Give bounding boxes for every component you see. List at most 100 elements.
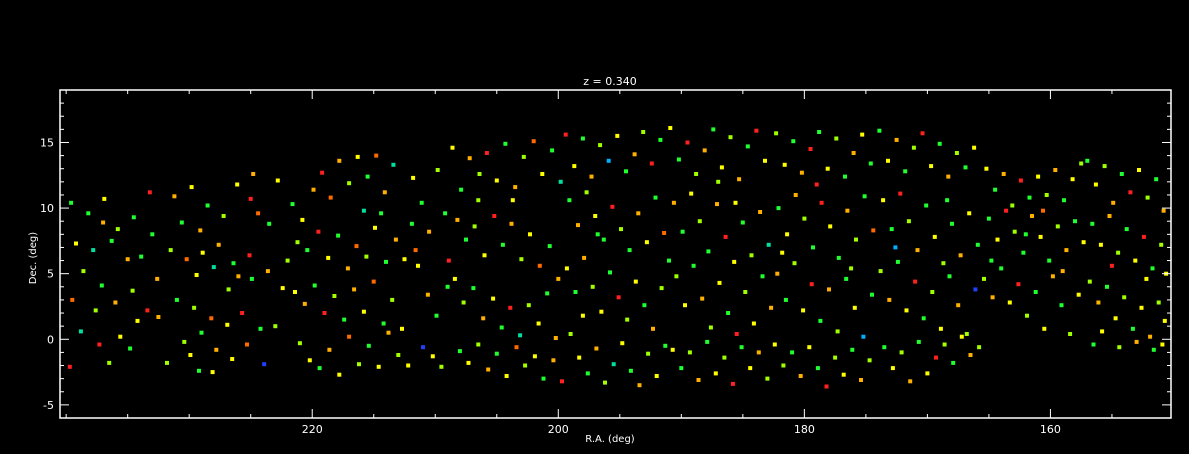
data-point bbox=[852, 305, 857, 310]
data-point bbox=[1021, 250, 1026, 255]
data-point bbox=[868, 161, 873, 166]
data-point bbox=[300, 217, 305, 222]
data-point bbox=[1151, 347, 1156, 352]
data-point bbox=[293, 290, 297, 294]
data-point bbox=[514, 345, 519, 350]
data-point bbox=[156, 315, 161, 319]
data-point bbox=[798, 374, 803, 378]
data-point bbox=[882, 345, 887, 350]
data-point bbox=[1004, 208, 1009, 213]
data-point bbox=[109, 238, 114, 243]
plot-frame bbox=[59, 89, 1172, 419]
data-point bbox=[601, 237, 606, 242]
data-point bbox=[464, 237, 468, 242]
data-point bbox=[763, 158, 767, 163]
data-point bbox=[932, 234, 937, 239]
data-point bbox=[799, 170, 804, 175]
data-point bbox=[1124, 227, 1129, 232]
data-point bbox=[197, 368, 201, 373]
data-point bbox=[716, 179, 721, 184]
data-point bbox=[198, 228, 203, 233]
data-point bbox=[828, 224, 833, 229]
data-point bbox=[107, 360, 112, 365]
data-point bbox=[908, 379, 913, 384]
data-point bbox=[280, 286, 285, 291]
data-point bbox=[275, 178, 280, 183]
data-point bbox=[174, 297, 179, 302]
data-point bbox=[245, 342, 249, 347]
data-point bbox=[723, 234, 728, 239]
data-point bbox=[898, 191, 903, 196]
data-point bbox=[636, 211, 641, 216]
data-point bbox=[93, 308, 98, 313]
data-point bbox=[769, 305, 774, 310]
data-point bbox=[1133, 258, 1138, 263]
data-point bbox=[1016, 282, 1021, 287]
data-point bbox=[594, 346, 599, 351]
data-point bbox=[758, 210, 763, 214]
data-point bbox=[384, 259, 388, 264]
data-point bbox=[1068, 332, 1073, 336]
data-point bbox=[425, 292, 430, 297]
data-point bbox=[258, 326, 263, 331]
data-point bbox=[381, 321, 386, 326]
data-point bbox=[694, 172, 699, 176]
data-point bbox=[984, 166, 989, 171]
y-tick-label: 5 bbox=[47, 268, 54, 281]
data-point bbox=[748, 366, 753, 371]
data-point bbox=[450, 145, 455, 150]
data-point bbox=[182, 339, 187, 344]
data-point bbox=[1139, 305, 1144, 310]
data-point bbox=[728, 135, 733, 140]
data-point bbox=[1107, 214, 1112, 218]
data-point bbox=[585, 371, 590, 376]
data-point bbox=[312, 283, 317, 288]
data-point bbox=[471, 286, 476, 291]
x-tick-label: 180 bbox=[794, 423, 815, 436]
data-point bbox=[654, 374, 659, 378]
data-point bbox=[644, 240, 649, 245]
data-point bbox=[305, 248, 310, 253]
data-point bbox=[674, 274, 679, 279]
data-point bbox=[345, 266, 350, 271]
data-point bbox=[580, 136, 585, 141]
data-point bbox=[427, 229, 432, 234]
data-point bbox=[702, 148, 707, 153]
data-point bbox=[625, 317, 630, 322]
data-point bbox=[1023, 232, 1028, 237]
data-point bbox=[396, 353, 401, 357]
data-point bbox=[1042, 326, 1047, 331]
data-point bbox=[1093, 182, 1098, 187]
data-point bbox=[536, 321, 541, 326]
data-point bbox=[567, 198, 572, 203]
data-point bbox=[990, 295, 995, 300]
data-point bbox=[147, 190, 152, 195]
data-point bbox=[1010, 203, 1015, 208]
data-point bbox=[563, 132, 568, 137]
data-point bbox=[844, 276, 849, 281]
data-point bbox=[999, 266, 1004, 271]
data-point bbox=[1109, 263, 1114, 268]
data-point bbox=[81, 269, 86, 274]
data-point bbox=[642, 303, 647, 308]
data-point bbox=[924, 203, 929, 208]
data-point bbox=[1059, 303, 1064, 308]
data-point bbox=[214, 347, 219, 352]
data-point bbox=[67, 364, 72, 369]
data-point bbox=[347, 334, 352, 339]
data-point bbox=[717, 280, 722, 285]
data-point bbox=[954, 151, 959, 155]
data-point bbox=[760, 274, 765, 279]
data-point bbox=[115, 227, 120, 232]
data-point bbox=[861, 334, 866, 339]
y-tick-label: -5 bbox=[43, 399, 54, 412]
data-point bbox=[1001, 172, 1006, 176]
data-point bbox=[1141, 234, 1146, 239]
data-point bbox=[659, 286, 664, 291]
data-point bbox=[393, 237, 398, 242]
data-point bbox=[1091, 342, 1096, 347]
chart-title: z = 0.340 bbox=[583, 75, 636, 88]
data-point bbox=[834, 136, 839, 141]
data-point bbox=[731, 381, 735, 386]
data-point bbox=[851, 151, 856, 155]
